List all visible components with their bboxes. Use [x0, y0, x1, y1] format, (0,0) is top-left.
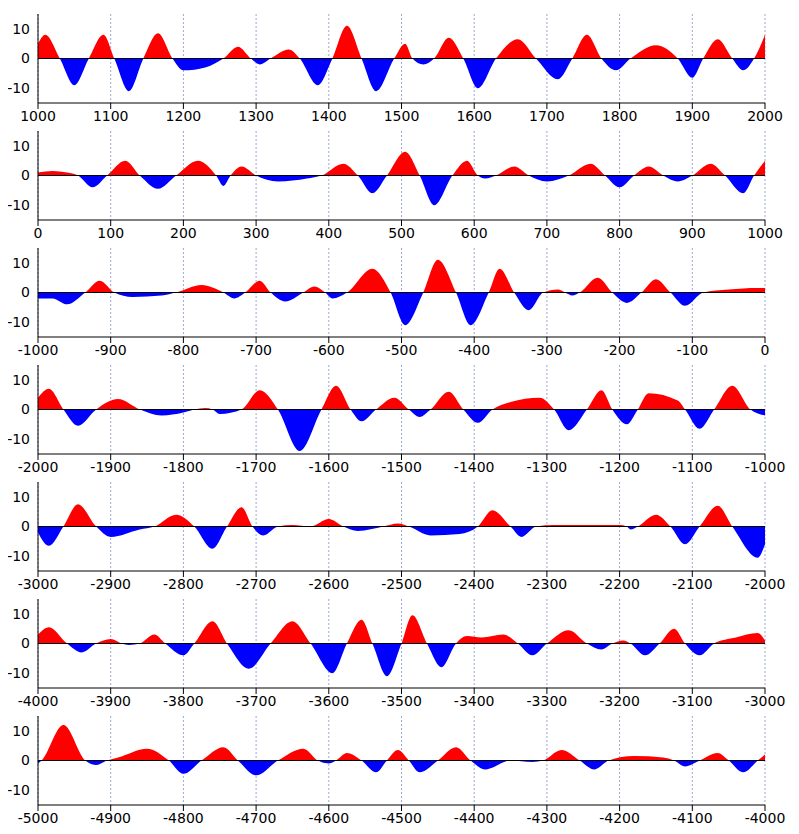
svg-text:0: 0: [34, 225, 43, 241]
svg-text:-1900: -1900: [90, 459, 131, 475]
svg-text:-10: -10: [8, 431, 30, 447]
svg-text:1300: 1300: [238, 108, 274, 124]
svg-text:-3600: -3600: [308, 693, 349, 709]
svg-text:-200: -200: [604, 342, 636, 358]
svg-text:-2600: -2600: [308, 576, 349, 592]
svg-text:-4700: -4700: [236, 810, 277, 826]
svg-text:-3400: -3400: [454, 693, 495, 709]
svg-text:1900: 1900: [674, 108, 710, 124]
svg-text:-4500: -4500: [381, 810, 422, 826]
svg-text:0: 0: [21, 518, 30, 534]
svg-text:-100: -100: [676, 342, 708, 358]
svg-text:10: 10: [12, 138, 30, 154]
svg-text:1500: 1500: [384, 108, 420, 124]
svg-text:-2500: -2500: [381, 576, 422, 592]
svg-text:-3200: -3200: [599, 693, 640, 709]
svg-text:-1600: -1600: [308, 459, 349, 475]
svg-text:-1000: -1000: [745, 459, 786, 475]
svg-text:-1700: -1700: [236, 459, 277, 475]
svg-text:-10: -10: [8, 782, 30, 798]
svg-text:-3300: -3300: [527, 693, 568, 709]
svg-text:-1100: -1100: [672, 459, 713, 475]
svg-text:-1200: -1200: [599, 459, 640, 475]
svg-text:-2300: -2300: [527, 576, 568, 592]
svg-text:1000: 1000: [747, 225, 783, 241]
svg-text:-2000: -2000: [745, 576, 786, 592]
svg-text:-10: -10: [8, 80, 30, 96]
svg-text:-3500: -3500: [381, 693, 422, 709]
svg-text:10: 10: [12, 606, 30, 622]
svg-text:10: 10: [12, 255, 30, 271]
svg-text:-2800: -2800: [163, 576, 204, 592]
svg-text:0: 0: [21, 752, 30, 768]
svg-text:-4600: -4600: [308, 810, 349, 826]
svg-text:-3700: -3700: [236, 693, 277, 709]
svg-text:300: 300: [243, 225, 270, 241]
svg-text:-300: -300: [531, 342, 563, 358]
svg-text:-2100: -2100: [672, 576, 713, 592]
svg-text:-700: -700: [240, 342, 272, 358]
svg-text:-10: -10: [8, 548, 30, 564]
svg-text:-1800: -1800: [163, 459, 204, 475]
svg-text:-5000: -5000: [18, 810, 59, 826]
svg-text:-800: -800: [168, 342, 200, 358]
svg-text:10: 10: [12, 489, 30, 505]
svg-text:-2200: -2200: [599, 576, 640, 592]
svg-text:-3800: -3800: [163, 693, 204, 709]
svg-text:-1500: -1500: [381, 459, 422, 475]
svg-text:-4300: -4300: [527, 810, 568, 826]
svg-text:200: 200: [170, 225, 197, 241]
svg-text:0: 0: [21, 50, 30, 66]
svg-text:-2700: -2700: [236, 576, 277, 592]
svg-text:-10: -10: [8, 314, 30, 330]
svg-text:-1300: -1300: [527, 459, 568, 475]
svg-text:10: 10: [12, 372, 30, 388]
svg-text:-10: -10: [8, 665, 30, 681]
svg-text:-1000: -1000: [18, 342, 59, 358]
svg-text:1800: 1800: [602, 108, 638, 124]
svg-text:-4000: -4000: [18, 693, 59, 709]
svg-text:1100: 1100: [93, 108, 129, 124]
svg-text:700: 700: [534, 225, 561, 241]
svg-text:-4100: -4100: [672, 810, 713, 826]
svg-text:-3900: -3900: [90, 693, 131, 709]
svg-text:10: 10: [12, 723, 30, 739]
svg-text:-3100: -3100: [672, 693, 713, 709]
svg-text:0: 0: [21, 167, 30, 183]
svg-text:0: 0: [21, 635, 30, 651]
svg-text:1700: 1700: [529, 108, 565, 124]
svg-text:800: 800: [606, 225, 633, 241]
svg-text:1600: 1600: [456, 108, 492, 124]
svg-text:400: 400: [315, 225, 342, 241]
svg-text:2000: 2000: [747, 108, 783, 124]
svg-text:-2400: -2400: [454, 576, 495, 592]
svg-text:-10: -10: [8, 197, 30, 213]
svg-text:-3000: -3000: [18, 576, 59, 592]
svg-text:600: 600: [461, 225, 488, 241]
svg-text:100: 100: [97, 225, 124, 241]
svg-text:-4200: -4200: [599, 810, 640, 826]
svg-text:-600: -600: [313, 342, 345, 358]
svg-text:1000: 1000: [20, 108, 56, 124]
svg-text:0: 0: [21, 284, 30, 300]
svg-text:900: 900: [679, 225, 706, 241]
svg-text:-3000: -3000: [745, 693, 786, 709]
svg-text:-4800: -4800: [163, 810, 204, 826]
svg-text:-900: -900: [95, 342, 127, 358]
svg-text:-4900: -4900: [90, 810, 131, 826]
svg-text:-500: -500: [386, 342, 418, 358]
svg-text:1200: 1200: [166, 108, 202, 124]
svg-text:-4000: -4000: [745, 810, 786, 826]
svg-text:500: 500: [388, 225, 415, 241]
svg-text:-400: -400: [458, 342, 490, 358]
svg-text:0: 0: [21, 401, 30, 417]
svg-text:1400: 1400: [311, 108, 347, 124]
svg-text:-2900: -2900: [90, 576, 131, 592]
svg-text:-4400: -4400: [454, 810, 495, 826]
svg-text:0: 0: [761, 342, 770, 358]
svg-text:10: 10: [12, 21, 30, 37]
svg-text:-2000: -2000: [18, 459, 59, 475]
svg-text:-1400: -1400: [454, 459, 495, 475]
